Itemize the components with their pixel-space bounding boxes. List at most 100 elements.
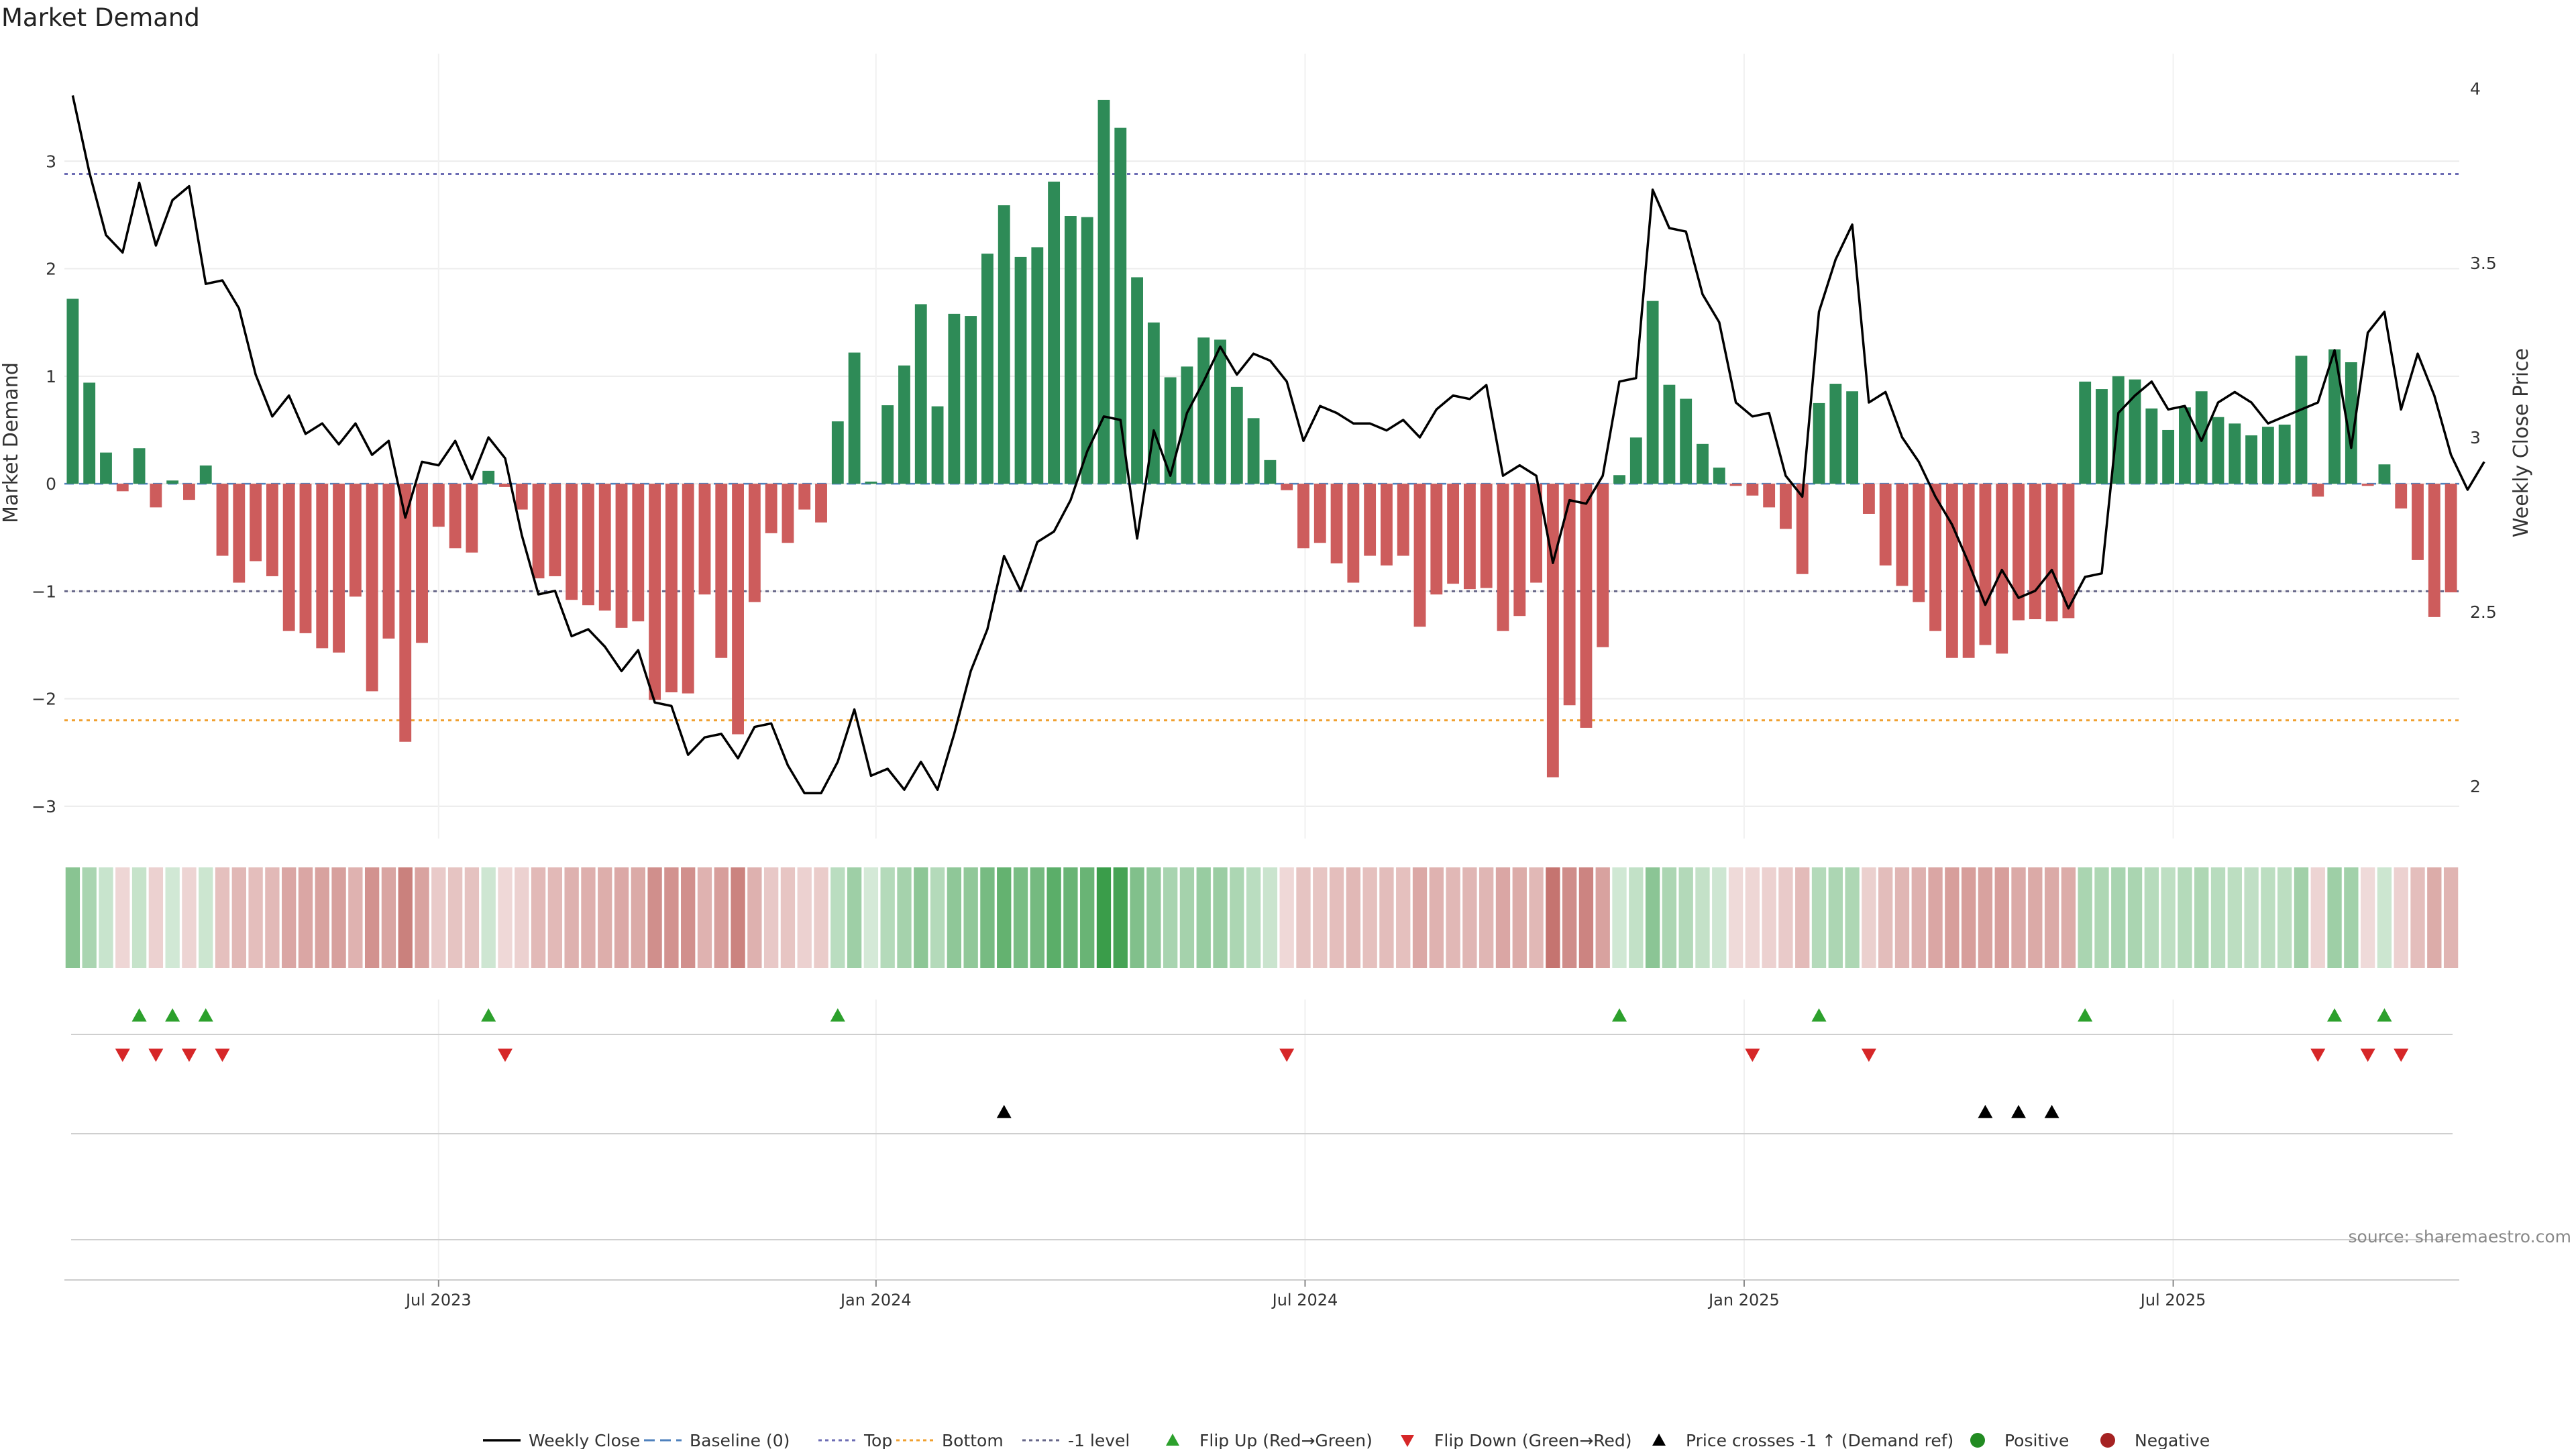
heat-cell: [814, 867, 828, 968]
legend-item-baseline: Baseline (0): [644, 1431, 790, 1449]
heat-cell: [1911, 867, 1926, 968]
demand-bar: [1996, 484, 2008, 654]
heat-cell: [731, 867, 745, 968]
demand-bar: [2229, 423, 2241, 484]
demand-bar: [2295, 356, 2308, 484]
heat-cell: [1429, 867, 1444, 968]
demand-bar: [815, 484, 827, 523]
demand-bar: [1729, 484, 1742, 486]
heat-cell: [2227, 867, 2242, 968]
heat-cell: [2044, 867, 2059, 968]
heat-cell: [1362, 867, 1377, 968]
legend-label: Weekly Close: [529, 1431, 640, 1449]
demand-bar: [2045, 484, 2058, 622]
heat-cell: [348, 867, 363, 968]
y-tick-right: 3.5: [2470, 254, 2497, 273]
demand-bar: [499, 484, 511, 487]
heat-cell: [2061, 867, 2076, 968]
demand-bar: [1530, 484, 1542, 583]
heat-cell: [963, 867, 978, 968]
demand-bar: [1463, 484, 1476, 590]
weekly-close-series: [71, 95, 2485, 795]
heat-cell: [1130, 867, 1144, 968]
demand-bar: [1646, 301, 1659, 484]
demand-bar: [831, 421, 844, 484]
heat-cell: [498, 867, 513, 968]
heat-cell: [1994, 867, 2009, 968]
demand-bar: [1780, 484, 1792, 529]
demand-bar: [965, 316, 977, 484]
heat-cell: [2360, 867, 2375, 968]
heat-cell: [1978, 867, 1993, 968]
heat-cell: [763, 867, 779, 968]
price-cross-marker: [2011, 1105, 2027, 1118]
heat-cell: [2443, 867, 2459, 968]
demand-bar: [1563, 484, 1576, 706]
demand-bar: [183, 484, 195, 500]
demand-bar: [1813, 402, 1825, 484]
legend-label: Positive: [2004, 1431, 2069, 1449]
legend-item-positive: Positive: [1970, 1431, 2069, 1449]
heat-cell: [1063, 867, 1078, 968]
demand-bar: [2395, 484, 2408, 508]
heat-cell: [1030, 867, 1044, 968]
heat-cell: [2078, 867, 2092, 968]
heat-cell: [863, 867, 879, 968]
demand-bar: [1497, 484, 1509, 631]
heat-cell: [1578, 867, 1594, 968]
heat-cell: [947, 867, 962, 968]
demand-bar: [1364, 484, 1377, 556]
heat-cell: [1379, 867, 1394, 968]
legend-swatch: [1652, 1434, 1666, 1446]
demand-bar: [1264, 460, 1277, 484]
heat-cell: [631, 867, 645, 968]
heat-cell: [1279, 867, 1294, 968]
heat-cell: [165, 867, 180, 968]
demand-bar: [1164, 377, 1177, 484]
demand-bar: [250, 484, 262, 561]
demand-bar: [282, 484, 295, 631]
demand-bar: [715, 484, 728, 658]
heat-cell: [847, 867, 862, 968]
y-tick-right: 3: [2470, 428, 2481, 447]
legend-item-flip-down: Flip Down (Green→Red): [1401, 1431, 1632, 1449]
heat-cell: [1928, 867, 1943, 968]
demand-bar: [566, 484, 578, 600]
price-cross-marker: [996, 1105, 1012, 1118]
heat-cell: [547, 867, 563, 968]
demand-bar: [914, 304, 927, 484]
demand-bar: [2245, 435, 2258, 484]
heat-cell: [2327, 867, 2342, 968]
heat-cell: [1695, 867, 1710, 968]
demand-bar: [632, 484, 645, 622]
heat-cell: [182, 867, 197, 968]
demand-bar: [1746, 484, 1759, 496]
heat-cell: [1329, 867, 1344, 968]
legend-item-minus-one: -1 level: [1022, 1431, 1130, 1449]
demand-bar: [466, 484, 478, 553]
legend-label: Negative: [2135, 1431, 2210, 1449]
demand-bar: [1613, 475, 1625, 484]
x-tick-label: Jan 2025: [1707, 1291, 1780, 1309]
heat-cell: [1712, 867, 1727, 968]
x-axis-ticks: Jul 2023 Jan 2024 Jul 2024 Jan 2025 Jul 2025: [405, 1280, 2206, 1309]
heat-cell: [1246, 867, 1261, 968]
right-y-ticks: 2 2.5 3 3.5 4: [2470, 79, 2497, 796]
demand-bar: [1862, 484, 1875, 514]
heat-cell: [897, 867, 912, 968]
demand-bar: [382, 484, 395, 639]
demand-bar: [798, 484, 811, 510]
demand-bar: [299, 484, 312, 633]
flip-up-marker: [1612, 1008, 1627, 1022]
flip-up-marker: [131, 1008, 147, 1022]
demand-bar: [1014, 256, 1027, 484]
demand-heat-strip: [65, 867, 2459, 968]
demand-bar: [1097, 99, 1110, 484]
demand-bar: [1081, 217, 1093, 484]
heat-cell: [131, 867, 147, 968]
price-cross-marker: [2044, 1105, 2059, 1118]
demand-bar: [1064, 216, 1077, 484]
demand-bar: [998, 205, 1010, 484]
demand-bar: [1214, 339, 1226, 484]
